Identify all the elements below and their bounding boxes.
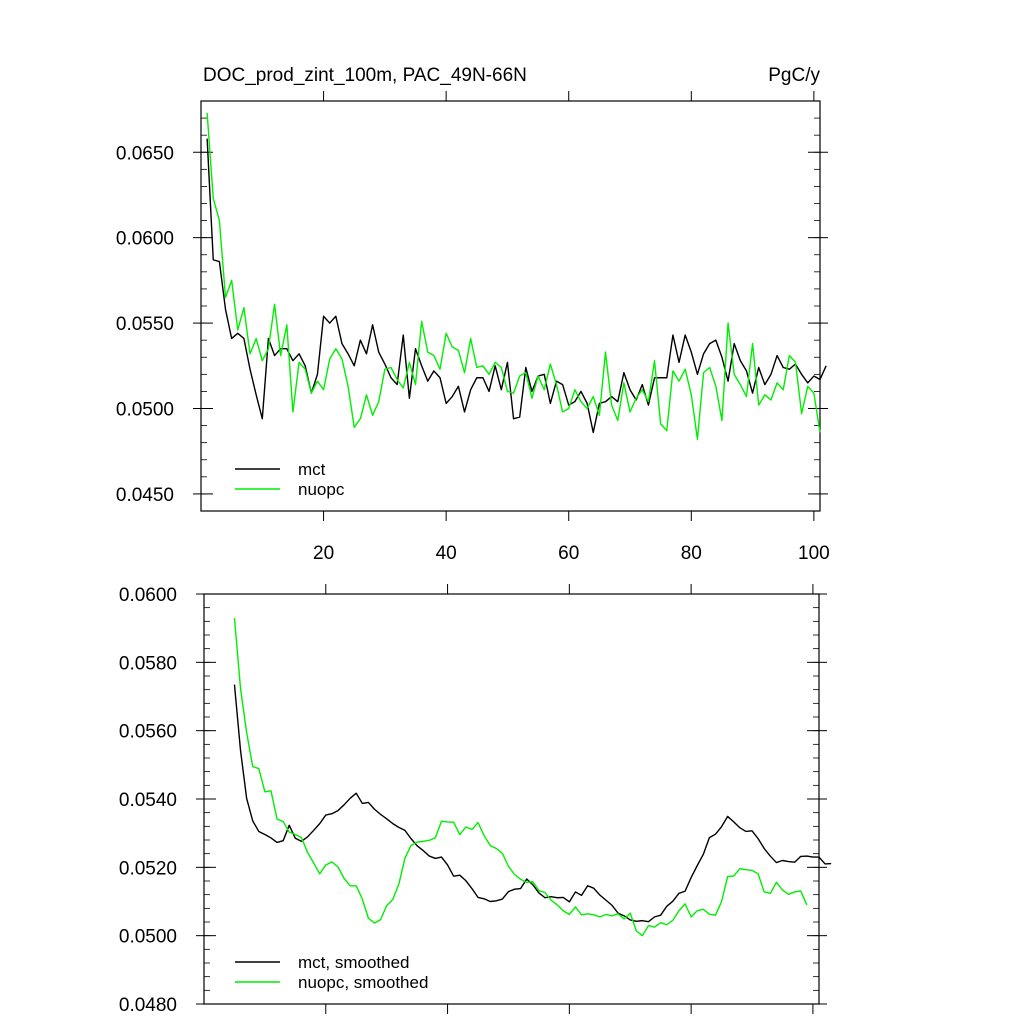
top-series-lines	[206, 112, 827, 440]
top-legend-label: nuopc	[298, 480, 345, 499]
top-ticks	[193, 91, 828, 521]
bottom-ytick-label: 0.0600	[119, 585, 177, 606]
bottom-legend-label: nuopc, smoothed	[298, 973, 428, 992]
top-chart-title: DOC_prod_zint_100m, PAC_49N-66N	[203, 65, 527, 86]
top-ytick-label: 0.0600	[116, 229, 174, 250]
bottom-ticks	[196, 584, 827, 1014]
top-xtick-label: 20	[313, 543, 334, 564]
bottom-series-line-nuopc	[233, 617, 808, 937]
top-panel: DOC_prod_zint_100m, PAC_49N-66N PgC/y 0.…	[116, 65, 830, 564]
top-ytick-label: 0.0450	[116, 485, 174, 506]
bottom-ytick-label: 0.0480	[119, 995, 177, 1016]
bottom-ytick-label: 0.0540	[119, 790, 177, 811]
bottom-ytick-label: 0.0560	[119, 722, 177, 743]
top-xtick-label: 100	[798, 543, 830, 564]
top-xtick-label: 40	[436, 543, 457, 564]
bottom-panel: 0.0480 0.0500 0.0520 0.0540 0.0560 0.0580 0.06…	[119, 584, 832, 1016]
bottom-ytick-label: 0.0520	[119, 858, 177, 879]
top-chart-units: PgC/y	[768, 65, 820, 86]
bottom-legend-label: mct, smoothed	[298, 953, 410, 972]
bottom-ytick-label: 0.0500	[119, 927, 177, 948]
bottom-series-lines	[233, 617, 832, 937]
top-ytick-label: 0.0650	[116, 143, 174, 164]
bottom-tick-labels: 0.0480 0.0500 0.0520 0.0540 0.0560 0.0580 0.06…	[119, 585, 177, 1016]
top-series-line-mct	[206, 138, 827, 434]
bottom-ytick-label: 0.0580	[119, 653, 177, 674]
top-tick-labels: 0.0450 0.0500 0.0550 0.0600 0.0650 20 40 60 80 10…	[116, 143, 830, 564]
top-xtick-label: 60	[558, 543, 579, 564]
bottom-plot-frame	[203, 593, 820, 1005]
bottom-series-line-mct	[233, 684, 832, 923]
top-legend-label: mct	[298, 460, 326, 479]
top-xtick-label: 80	[681, 543, 702, 564]
top-ytick-label: 0.0500	[116, 400, 174, 421]
top-series-line-nuopc	[206, 112, 821, 440]
top-ytick-label: 0.0550	[116, 314, 174, 335]
top-plot-frame	[200, 100, 821, 512]
